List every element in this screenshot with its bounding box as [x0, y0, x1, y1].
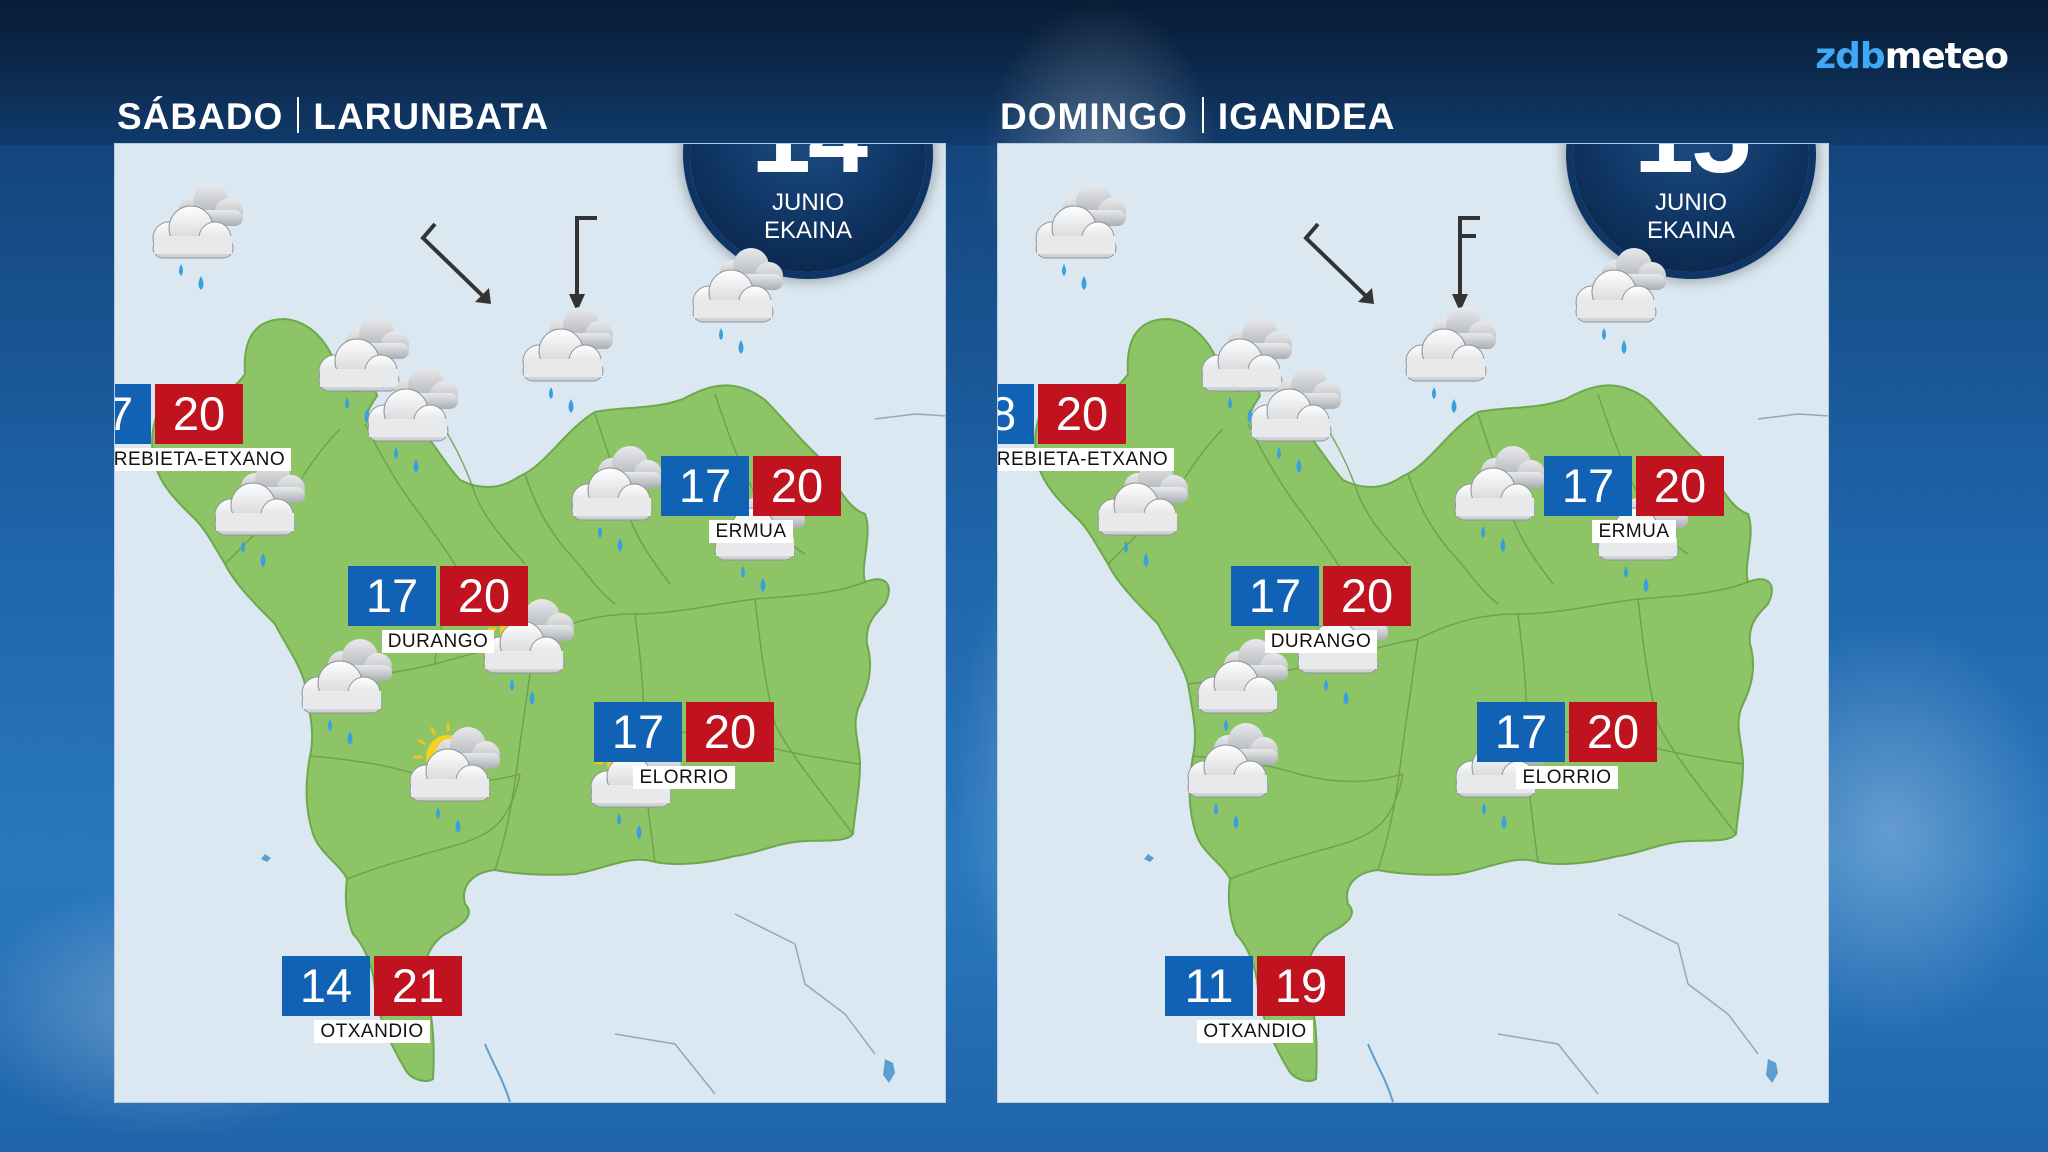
min-temperature: 17: [1477, 702, 1565, 762]
max-temperature: 20: [1569, 702, 1657, 762]
lake-blob: [1766, 1059, 1778, 1083]
rain-cloud-icon: [1022, 176, 1142, 296]
forecast-map-panel: 15 JUNIO EKAINA: [997, 143, 1829, 1103]
neighbor-border-line: [1497, 1033, 1599, 1095]
day-title: SÁBADO LARUNBATA: [117, 96, 549, 138]
rain-cloud-icon: [509, 299, 629, 419]
temperature-marker: 17 20 ERMUA: [661, 456, 841, 543]
city-label: ELORRIO: [633, 766, 735, 789]
temperature-marker: 17 20 AMOREBIETA-ETXANO: [115, 384, 292, 471]
city-label: ERMUA: [709, 520, 793, 543]
rain-cloud-icon: [1237, 359, 1357, 479]
rain-cloud-icon: [1174, 715, 1294, 835]
city-label: AMOREBIETA-ETXANO: [998, 448, 1175, 471]
max-temperature: 20: [753, 456, 841, 516]
city-label: ERMUA: [1592, 520, 1676, 543]
rain-cloud-icon: [139, 176, 259, 296]
max-temperature: 20: [440, 566, 528, 626]
rain-cloud-icon: [1188, 309, 1308, 429]
rain-cloud-icon: [354, 359, 474, 479]
wind-arrow-northwest-icon: [1303, 222, 1374, 304]
city-label: OTXANDIO: [1197, 1020, 1313, 1043]
min-temperature: 11: [1165, 956, 1253, 1016]
wind-arrow-north-icon: [569, 216, 597, 312]
date-badge: 14 JUNIO EKAINA: [690, 144, 926, 272]
municipal-borders: [224, 393, 866, 880]
max-temperature: 20: [1323, 566, 1411, 626]
title-divider: [1201, 97, 1204, 133]
lake-blob: [1144, 854, 1154, 862]
lake-blob: [883, 1059, 895, 1083]
city-label: ELORRIO: [1516, 766, 1618, 789]
brand-logo-part1: zdb: [1815, 36, 1885, 77]
lake-blob: [261, 854, 271, 862]
rain-cloud-icon: [1441, 438, 1561, 558]
temperature-marker: 14 21 OTXANDIO: [282, 956, 462, 1043]
city-label: AMOREBIETA-ETXANO: [115, 448, 292, 471]
city-label: DURANGO: [381, 630, 495, 653]
max-temperature: 20: [1038, 384, 1126, 444]
header-band: [0, 0, 2048, 145]
rain-cloud-icon: [305, 309, 425, 429]
day-name-eu: IGANDEA: [1217, 96, 1396, 137]
neighbor-border-line: [734, 913, 876, 1055]
month-es: JUNIO: [772, 189, 844, 216]
brand-logo: zdbmeteo: [1815, 36, 2009, 77]
neighbor-border-line: [1757, 413, 1828, 420]
max-temperature: 21: [374, 956, 462, 1016]
max-temperature: 20: [1636, 456, 1724, 516]
month-es: JUNIO: [1655, 189, 1727, 216]
day-name-es: SÁBADO: [117, 96, 284, 137]
min-temperature: 17: [661, 456, 749, 516]
rain-cloud-icon: [1562, 240, 1682, 360]
neighbor-border-line: [1617, 913, 1759, 1055]
min-temperature: 17: [348, 566, 436, 626]
date-number: 15: [1573, 144, 1809, 189]
date-number: 14: [690, 144, 926, 189]
max-temperature: 19: [1257, 956, 1345, 1016]
city-label: OTXANDIO: [314, 1020, 430, 1043]
sun-rain-cloud-icon: [396, 719, 516, 839]
rain-cloud-icon: [558, 438, 678, 558]
neighbor-border-line: [874, 413, 945, 420]
max-temperature: 20: [155, 384, 243, 444]
min-temperature: 17: [1544, 456, 1632, 516]
neighbor-border-line: [614, 1033, 716, 1095]
day-title: DOMINGO IGANDEA: [1000, 96, 1396, 138]
brand-logo-part2: meteo: [1884, 36, 2009, 77]
day-name-es: DOMINGO: [1000, 96, 1188, 137]
rain-cloud-icon: [1392, 299, 1512, 419]
month-eu: EKAINA: [763, 217, 853, 244]
river-line: [1367, 1043, 1394, 1102]
rain-cloud-icon: [1184, 631, 1304, 751]
municipal-borders: [1107, 393, 1749, 880]
min-temperature: 14: [282, 956, 370, 1016]
river-line: [484, 1043, 511, 1102]
rain-cloud-icon: [679, 240, 799, 360]
rain-cloud-icon: [288, 631, 408, 751]
forecast-map-panel: 14 JUNIO EKAINA: [114, 143, 946, 1103]
title-divider: [297, 97, 300, 133]
rain-cloud-icon: [1084, 453, 1204, 573]
day-name-eu: LARUNBATA: [313, 96, 550, 137]
wind-arrow-northwest-icon: [420, 222, 491, 304]
min-temperature: 17: [594, 702, 682, 762]
temperature-marker: 17 20 DURANGO: [1231, 566, 1411, 653]
wind-arrow-north-icon: [1452, 216, 1480, 312]
temperature-marker: 17 20 ERMUA: [1544, 456, 1724, 543]
temperature-marker: 17 20 ELORRIO: [594, 702, 774, 789]
temperature-marker: 18 20 AMOREBIETA-ETXANO: [998, 384, 1175, 471]
min-temperature: 17: [115, 384, 151, 444]
min-temperature: 18: [998, 384, 1034, 444]
max-temperature: 20: [686, 702, 774, 762]
month-eu: EKAINA: [1646, 217, 1736, 244]
temperature-marker: 11 19 OTXANDIO: [1165, 956, 1345, 1043]
temperature-marker: 17 20 ELORRIO: [1477, 702, 1657, 789]
temperature-marker: 17 20 DURANGO: [348, 566, 528, 653]
city-label: DURANGO: [1264, 630, 1378, 653]
min-temperature: 17: [1231, 566, 1319, 626]
rain-cloud-icon: [201, 453, 321, 573]
